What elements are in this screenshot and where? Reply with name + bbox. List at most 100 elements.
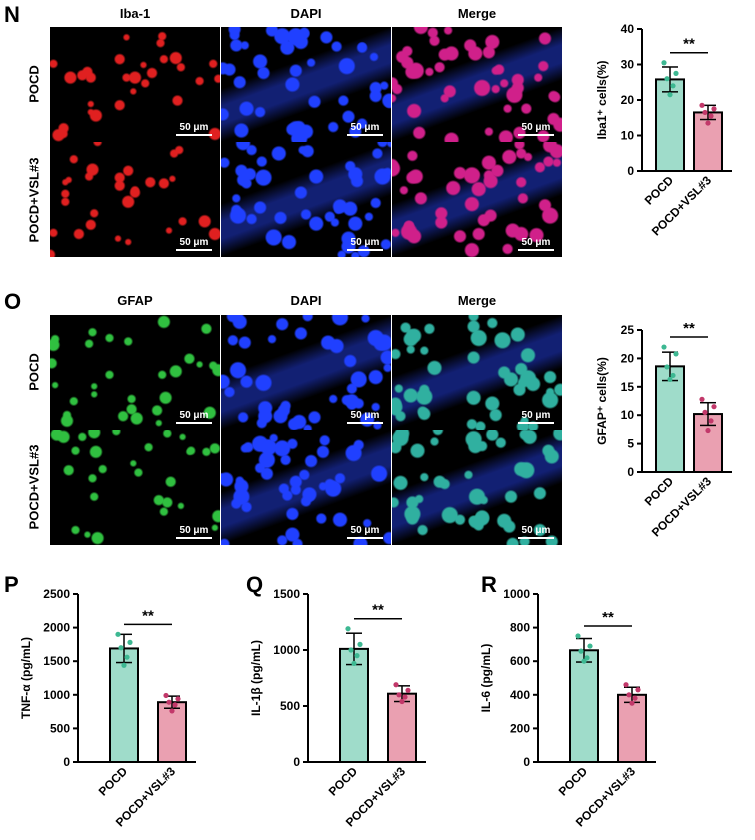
- bar-pocd-vsl3: [387, 692, 417, 763]
- y-tick-label: 600: [510, 654, 530, 668]
- y-tick-label: 1500: [273, 587, 300, 601]
- data-point: [667, 376, 673, 383]
- data-point: [166, 699, 172, 705]
- scale-bar: 50 μm: [518, 410, 554, 424]
- y-tick-label: 800: [510, 621, 530, 635]
- y-tick-label: 400: [510, 688, 530, 702]
- data-point: [699, 396, 705, 402]
- data-point: [661, 344, 667, 350]
- y-tick-label: 30: [621, 58, 635, 72]
- data-point: [578, 648, 584, 654]
- data-point: [673, 70, 679, 76]
- bar-pocd: [569, 649, 599, 763]
- y-tick-label: 1000: [43, 688, 70, 702]
- y-tick-label: 40: [621, 22, 635, 36]
- significance-label: **: [372, 602, 384, 619]
- scale-bar-label: 50 μm: [350, 410, 380, 421]
- data-point: [661, 60, 667, 66]
- y-axis-label: IL-6 (pg/mL): [479, 644, 493, 713]
- bar-pocd: [339, 647, 369, 763]
- data-point: [127, 639, 133, 645]
- category-label: POCD: [556, 764, 591, 799]
- panel-letter-n: N: [4, 2, 20, 27]
- micrograph-merge-pocd-vsl3: 50 μm: [392, 430, 562, 545]
- data-point: [708, 418, 714, 424]
- row-label-pocd: POCD: [26, 353, 42, 391]
- y-tick-label: 0: [627, 465, 634, 479]
- scale-bar-label: 50 μm: [179, 122, 209, 133]
- data-point: [345, 626, 351, 632]
- scale-bar-label: 50 μm: [350, 525, 380, 536]
- scale-bar-label: 50 μm: [521, 122, 551, 133]
- y-tick-label: 0: [523, 755, 530, 769]
- y-tick-label: 10: [621, 129, 635, 143]
- scale-bar-line: [347, 422, 383, 424]
- micrograph-dapi-pocd: 50 μm: [221, 315, 391, 430]
- y-tick-label: 1500: [43, 654, 70, 668]
- scale-bar-label: 50 μm: [521, 237, 551, 248]
- micrograph-iba1-pocd-vsl3: 50 μm: [50, 142, 220, 257]
- y-tick-label: 0: [63, 755, 70, 769]
- category-label: POCD: [642, 173, 677, 208]
- scale-bar: 50 μm: [347, 122, 383, 136]
- y-axis-label: IL-1β (pg/mL): [249, 640, 263, 716]
- data-point: [587, 643, 593, 649]
- data-point: [626, 692, 632, 698]
- scale-bar-line: [518, 249, 554, 251]
- data-point: [629, 700, 635, 706]
- column-header-merge: Merge: [457, 6, 497, 21]
- data-point: [670, 372, 676, 379]
- scale-bar-line: [347, 249, 383, 251]
- bar-pocd: [655, 365, 685, 473]
- column-header-dapi: DAPI: [290, 6, 322, 21]
- scale-bar: 50 μm: [176, 410, 212, 424]
- data-point: [354, 653, 360, 659]
- column-header-merge: Merge: [457, 293, 497, 308]
- y-tick-label: 1000: [503, 587, 530, 601]
- panel-letter-o: O: [4, 289, 22, 314]
- data-point: [670, 83, 676, 89]
- data-point: [124, 654, 130, 660]
- scale-bar: 50 μm: [518, 525, 554, 539]
- scale-bar-line: [176, 537, 212, 539]
- y-tick-label: 15: [621, 380, 635, 394]
- y-tick-label: 10: [621, 408, 635, 422]
- scale-bar-line: [176, 134, 212, 136]
- data-point: [175, 696, 181, 702]
- scale-bar-label: 50 μm: [350, 122, 380, 133]
- data-point: [702, 109, 708, 116]
- scale-bar-line: [518, 134, 554, 136]
- data-point: [348, 647, 354, 653]
- data-point: [667, 92, 673, 98]
- column-header-dapi: DAPI: [290, 293, 322, 308]
- scale-bar-label: 50 μm: [179, 237, 209, 248]
- scale-bar-line: [518, 537, 554, 539]
- data-point: [402, 694, 408, 700]
- y-tick-label: 0: [293, 755, 300, 769]
- data-point: [118, 645, 124, 651]
- scale-bar: 50 μm: [176, 122, 212, 136]
- micrograph-merge-pocd: 50 μm: [392, 315, 562, 430]
- scale-bar: 50 μm: [347, 237, 383, 251]
- row-label-pocd: POCD: [26, 65, 42, 103]
- micrograph-gfap-pocd: 50 μm: [50, 315, 220, 430]
- micrograph-merge-pocd: 50 μm: [392, 27, 562, 142]
- scale-bar: 50 μm: [347, 525, 383, 539]
- scale-bar-label: 50 μm: [521, 410, 551, 421]
- scale-bar-label: 50 μm: [350, 237, 380, 248]
- significance-label: **: [683, 320, 695, 337]
- column-header-iba1: Iba-1: [119, 6, 151, 21]
- significance-label: **: [142, 607, 154, 624]
- data-point: [623, 682, 629, 688]
- data-point: [635, 687, 641, 693]
- y-axis-label: TNF-α (pg/mL): [19, 637, 33, 719]
- data-point: [169, 708, 175, 714]
- y-tick-label: 2000: [43, 621, 70, 635]
- y-axis-label: Iba1⁺ cells(%): [595, 60, 609, 139]
- data-point: [351, 660, 357, 667]
- micrograph-dapi-pocd-vsl3: 50 μm: [221, 430, 391, 545]
